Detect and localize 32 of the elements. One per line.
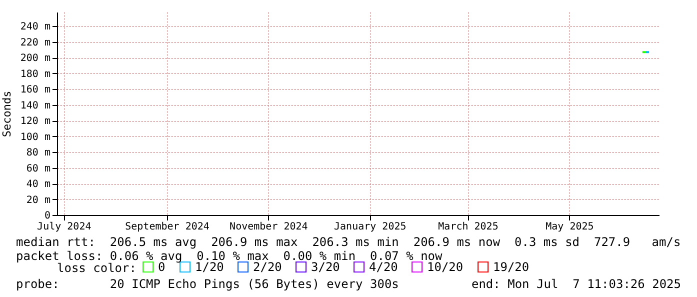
y-tick-label: 0 — [44, 210, 50, 222]
legend-label: 3/20 — [311, 260, 340, 274]
text: end: Mon Jul 7 11:03:26 2025 — [471, 277, 681, 291]
text: probe: 20 ICMP Echo Pings (56 Bytes) every 300s — [16, 277, 399, 291]
y-tick-label: 60 m — [26, 163, 50, 174]
y-tick-label: 220 m — [20, 37, 50, 48]
legend-label: 19/20 — [493, 260, 530, 274]
legend-label: 10/20 — [427, 260, 464, 274]
text: packet loss: 0.06 % avg 0.10 % max 0.00 % min 0.07 % now — [16, 249, 442, 263]
legend-label: 0 — [158, 260, 166, 274]
x-tick-label: November 2024 — [230, 222, 308, 232]
x-tick-label: May 2025 — [546, 222, 594, 232]
y-axis-title: Seconds — [0, 90, 14, 138]
y-tick-label: 20 m — [26, 194, 50, 206]
text: median rtt: 206.5 ms avg 206.9 ms max 206.3 ms min 206.9 ms now 0.3 ms sd 727.9 am/s — [16, 235, 681, 249]
y-tick-label: 240 m — [20, 22, 50, 33]
x-tick-label: July 2024 — [37, 222, 92, 232]
legend-title: loss color: — [57, 261, 136, 275]
legend-label: 4/20 — [369, 260, 398, 274]
y-tick-label: 120 m — [20, 116, 50, 128]
legend-label: 2/20 — [253, 260, 282, 274]
y-tick-label: 200 m — [20, 53, 50, 64]
y-tick-label: 80 m — [26, 148, 50, 159]
x-tick-label: March 2025 — [438, 222, 498, 232]
y-tick-label: 180 m — [20, 68, 50, 80]
legend-label: 1/20 — [195, 260, 224, 274]
y-tick-label: 40 m — [26, 179, 50, 190]
y-tick-label: 140 m — [20, 100, 50, 112]
x-tick-label: January 2025 — [334, 222, 406, 232]
y-tick-label: 160 m — [20, 84, 50, 96]
y-tick-label: 100 m — [20, 132, 50, 143]
x-tick-label: September 2024 — [125, 222, 210, 232]
